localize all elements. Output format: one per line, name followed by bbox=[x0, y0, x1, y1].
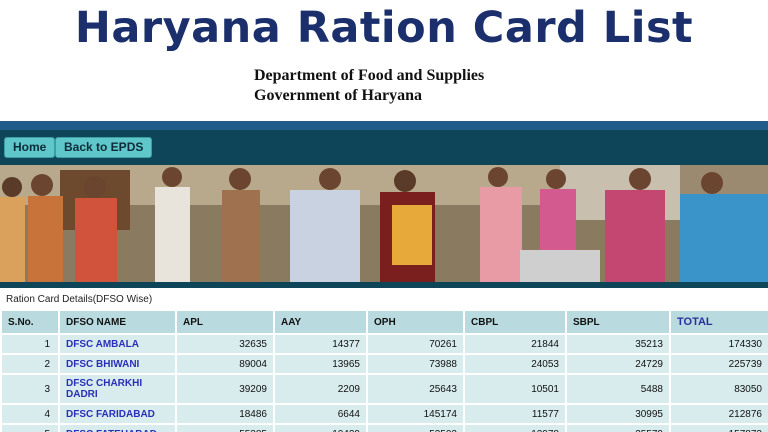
people-queue-illustration bbox=[0, 165, 768, 282]
cell-sno: 1 bbox=[0, 333, 60, 355]
cell-sbpl: 24729 bbox=[565, 353, 671, 375]
ration-card-table: S.No. DFSO NAME APL AAY OPH CBPL SBPL TO… bbox=[0, 309, 768, 432]
cell-apl: 32635 bbox=[175, 333, 275, 355]
cell-sno: 5 bbox=[0, 423, 60, 432]
cell-apl: 18486 bbox=[175, 403, 275, 425]
department-heading: Department of Food and Supplies Governme… bbox=[254, 66, 484, 106]
table-row: 4 DFSC FARIDABAD 18486 6644 145174 11577… bbox=[0, 403, 768, 425]
column-header-oph: OPH bbox=[366, 309, 465, 335]
page-title: Haryana Ration Card List bbox=[74, 3, 694, 53]
column-header-total: TOTAL bbox=[669, 309, 768, 335]
column-header-dfso-name: DFSO NAME bbox=[58, 309, 177, 335]
cell-sbpl: 25579 bbox=[565, 423, 671, 432]
cell-sbpl: 30995 bbox=[565, 403, 671, 425]
cell-oph: 70261 bbox=[366, 333, 465, 355]
cell-apl: 55385 bbox=[175, 423, 275, 432]
cell-sno: 3 bbox=[0, 373, 60, 405]
cell-sno: 2 bbox=[0, 353, 60, 375]
dfso-link[interactable]: DFSC CHARKHI DADRI bbox=[58, 373, 177, 405]
dfso-link[interactable]: DFSC BHIWANI bbox=[58, 353, 177, 375]
table-row: 5 DFSC FATEHABAD 55385 10429 53502 12978… bbox=[0, 423, 768, 432]
cell-oph: 25643 bbox=[366, 373, 465, 405]
cell-oph: 53502 bbox=[366, 423, 465, 432]
header-divider bbox=[0, 121, 768, 130]
column-header-apl: APL bbox=[175, 309, 275, 335]
cell-sbpl: 5488 bbox=[565, 373, 671, 405]
cell-total: 83050 bbox=[669, 373, 768, 405]
table-row: 1 DFSC AMBALA 32635 14377 70261 21844 35… bbox=[0, 333, 768, 355]
nav-bar: Home Back to EPDS bbox=[0, 130, 768, 165]
cell-aay: 10429 bbox=[273, 423, 368, 432]
cell-apl: 39209 bbox=[175, 373, 275, 405]
cell-sbpl: 35213 bbox=[565, 333, 671, 355]
cell-total: 212876 bbox=[669, 403, 768, 425]
department-name: Department of Food and Supplies bbox=[254, 67, 485, 84]
column-header-sno: S.No. bbox=[0, 309, 60, 335]
dfso-link[interactable]: DFSC FARIDABAD bbox=[58, 403, 177, 425]
photo-divider bbox=[0, 282, 768, 288]
cell-cbpl: 12978 bbox=[463, 423, 567, 432]
cell-oph: 73988 bbox=[366, 353, 465, 375]
table-row: 3 DFSC CHARKHI DADRI 39209 2209 25643 10… bbox=[0, 373, 768, 405]
cell-total: 157873 bbox=[669, 423, 768, 432]
cell-cbpl: 21844 bbox=[463, 333, 567, 355]
cell-aay: 6644 bbox=[273, 403, 368, 425]
cell-apl: 89004 bbox=[175, 353, 275, 375]
cell-cbpl: 24053 bbox=[463, 353, 567, 375]
cell-aay: 14377 bbox=[273, 333, 368, 355]
column-header-cbpl: CBPL bbox=[463, 309, 567, 335]
table-header-row: S.No. DFSO NAME APL AAY OPH CBPL SBPL TO… bbox=[0, 309, 768, 335]
cell-sno: 4 bbox=[0, 403, 60, 425]
back-to-epds-button[interactable]: Back to EPDS bbox=[55, 137, 153, 158]
dfso-link[interactable]: DFSC FATEHABAD bbox=[58, 423, 177, 432]
cell-total: 225739 bbox=[669, 353, 768, 375]
table-row: 2 DFSC BHIWANI 89004 13965 73988 24053 2… bbox=[0, 353, 768, 375]
banner-photo bbox=[0, 165, 768, 282]
cell-oph: 145174 bbox=[366, 403, 465, 425]
column-header-sbpl: SBPL bbox=[565, 309, 671, 335]
section-label: Ration Card Details(DFSO Wise) bbox=[6, 294, 153, 305]
cell-aay: 13965 bbox=[273, 353, 368, 375]
column-header-aay: AAY bbox=[273, 309, 368, 335]
government-name: Government of Haryana bbox=[254, 87, 422, 104]
cell-cbpl: 11577 bbox=[463, 403, 567, 425]
dfso-link[interactable]: DFSC AMBALA bbox=[58, 333, 177, 355]
cell-aay: 2209 bbox=[273, 373, 368, 405]
cell-cbpl: 10501 bbox=[463, 373, 567, 405]
home-button[interactable]: Home bbox=[4, 137, 56, 158]
cell-total: 174330 bbox=[669, 333, 768, 355]
